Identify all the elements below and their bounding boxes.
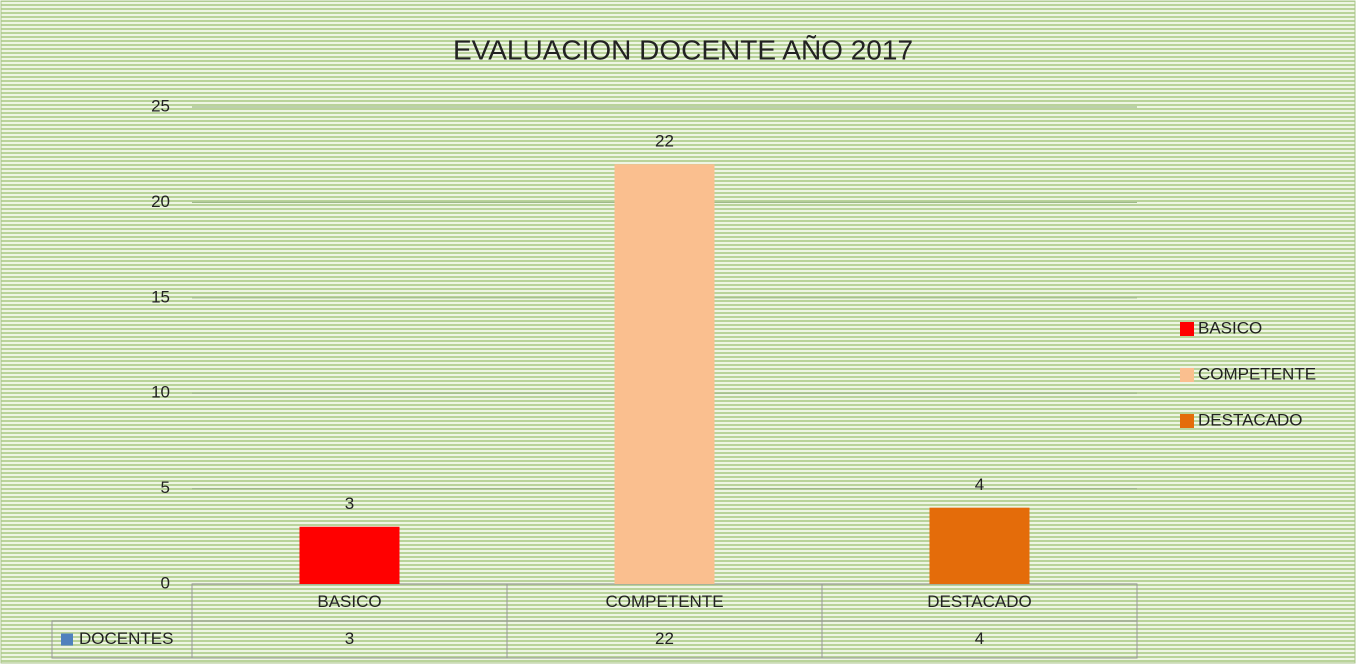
data-table-row-header bbox=[51, 620, 193, 659]
legend-key bbox=[1180, 368, 1194, 382]
data-table-value: 4 bbox=[975, 629, 984, 648]
y-tick-label: 10 bbox=[151, 383, 170, 402]
data-table-value: 22 bbox=[655, 629, 674, 648]
data-table-value: 3 bbox=[345, 629, 354, 648]
data-table-key bbox=[61, 633, 73, 646]
y-tick-label: 25 bbox=[151, 96, 170, 115]
legend-key bbox=[1180, 414, 1194, 428]
data-label: 22 bbox=[655, 132, 674, 151]
x-tick-label: COMPETENTE bbox=[605, 592, 723, 611]
legend-label: DESTACADO bbox=[1198, 410, 1303, 429]
bar bbox=[929, 507, 1030, 584]
legend-label: COMPETENTE bbox=[1198, 364, 1316, 383]
bar bbox=[299, 526, 400, 584]
y-tick-label: 5 bbox=[161, 478, 170, 497]
data-label: 3 bbox=[345, 494, 354, 513]
y-tick-label: 0 bbox=[161, 573, 170, 592]
x-tick-label: BASICO bbox=[317, 592, 381, 611]
bar bbox=[614, 164, 715, 585]
data-table-series-name: DOCENTES bbox=[79, 629, 173, 648]
chart-title: EVALUACION DOCENTE AÑO 2017 bbox=[453, 34, 913, 65]
y-tick-label: 20 bbox=[151, 192, 170, 211]
data-label: 4 bbox=[975, 475, 984, 494]
x-tick-label: DESTACADO bbox=[927, 592, 1032, 611]
legend-label: BASICO bbox=[1198, 318, 1262, 337]
legend-key bbox=[1180, 322, 1194, 336]
y-tick-label: 15 bbox=[151, 287, 170, 306]
